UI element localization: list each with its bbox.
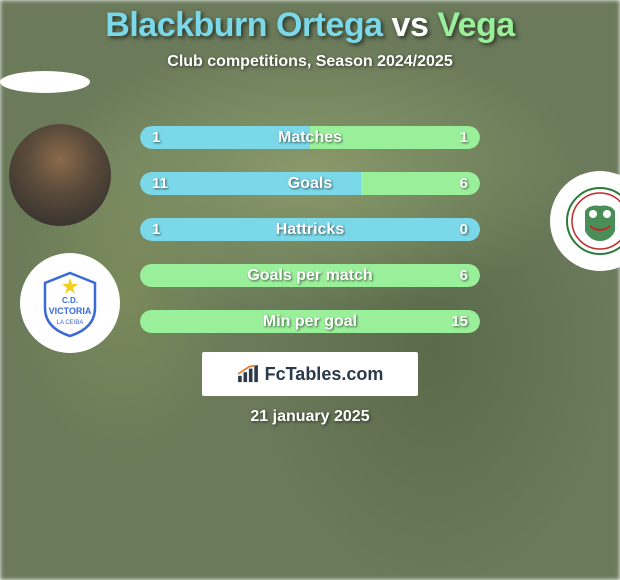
player2-avatar xyxy=(0,71,90,93)
svg-text:C.D.: C.D. xyxy=(62,296,78,305)
player2-club-badge xyxy=(550,171,620,271)
stat-label: Min per goal xyxy=(140,313,480,331)
stat-value-right: 6 xyxy=(460,175,468,192)
chart-icon xyxy=(237,365,259,383)
title-player2: Vega xyxy=(437,6,514,44)
stat-row: 11Goals6 xyxy=(140,172,480,195)
club-left-icon: C.D. VICTORIA LA CEIBA xyxy=(35,268,105,338)
fctables-logo: FcTables.com xyxy=(202,352,418,396)
stat-row: Min per goal15 xyxy=(140,310,480,333)
stat-label: Goals per match xyxy=(140,267,480,285)
stats-container: 1Matches111Goals61Hattricks0Goals per ma… xyxy=(140,126,480,356)
stat-label: Matches xyxy=(140,129,480,147)
player1-avatar xyxy=(9,124,111,226)
stat-row: 1Hattricks0 xyxy=(140,218,480,241)
title-player1: Blackburn Ortega xyxy=(105,6,382,44)
subtitle: Club competitions, Season 2024/2025 xyxy=(0,53,620,71)
stat-row: 1Matches1 xyxy=(140,126,480,149)
player1-club-badge: C.D. VICTORIA LA CEIBA xyxy=(20,253,120,353)
title-vs: vs xyxy=(383,6,438,44)
club-right-icon xyxy=(565,186,620,256)
stat-value-right: 0 xyxy=(460,221,468,238)
svg-text:LA CEIBA: LA CEIBA xyxy=(57,320,84,326)
stat-label: Hattricks xyxy=(140,221,480,239)
stat-value-right: 1 xyxy=(460,129,468,146)
logo-text: FcTables.com xyxy=(265,364,384,385)
stat-row: Goals per match6 xyxy=(140,264,480,287)
date-text: 21 january 2025 xyxy=(0,408,620,426)
stat-label: Goals xyxy=(140,175,480,193)
svg-text:VICTORIA: VICTORIA xyxy=(49,306,92,316)
stat-value-right: 15 xyxy=(451,313,468,330)
stat-value-right: 6 xyxy=(460,267,468,284)
comparison-title: Blackburn Ortega vs Vega xyxy=(0,0,620,45)
